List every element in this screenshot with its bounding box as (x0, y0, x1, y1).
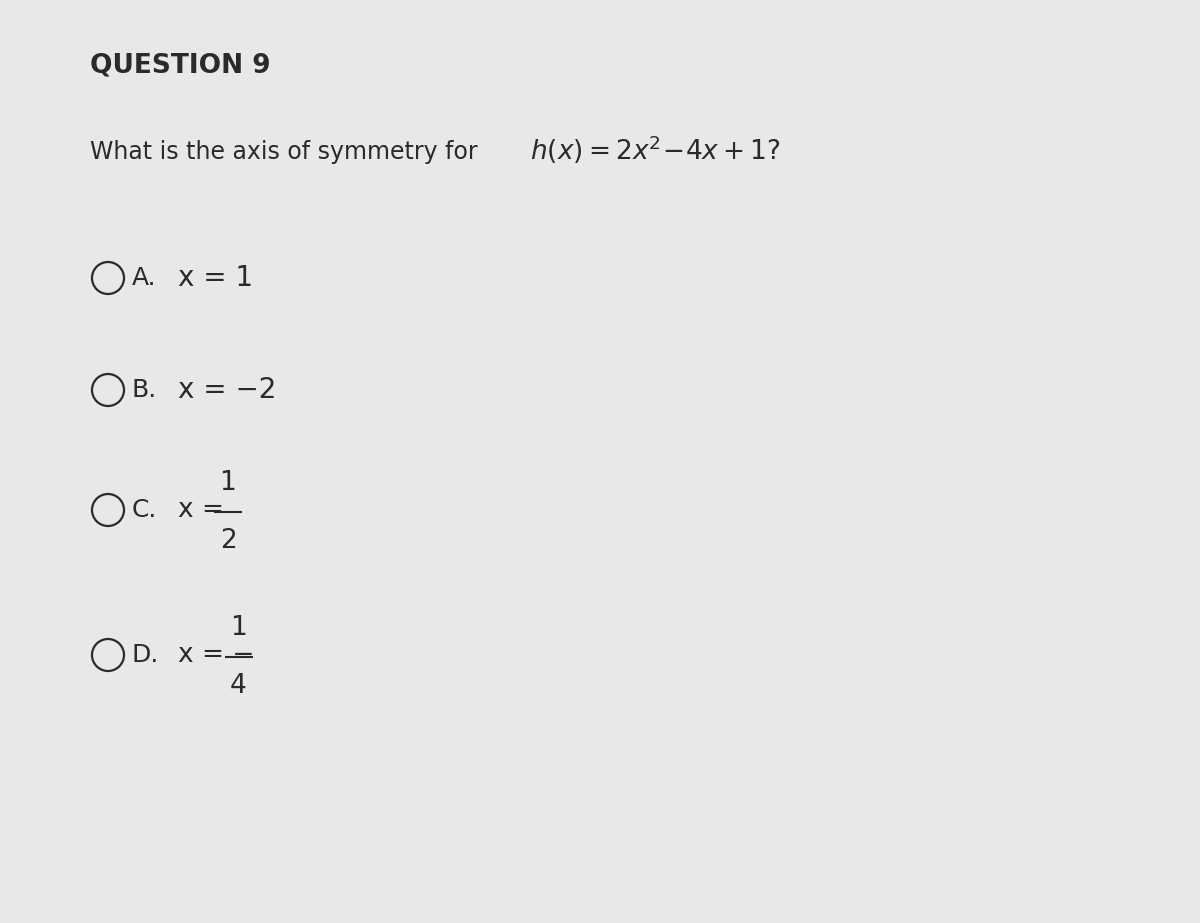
Text: x = 1: x = 1 (178, 264, 253, 292)
Text: 1: 1 (220, 470, 236, 496)
Text: x = −2: x = −2 (178, 376, 276, 404)
Text: A.: A. (132, 266, 157, 290)
Text: What is the axis of symmetry for: What is the axis of symmetry for (90, 140, 485, 164)
Text: C.: C. (132, 498, 157, 522)
Text: $h(x) = 2x^2\!-\!4x+1$?: $h(x) = 2x^2\!-\!4x+1$? (530, 133, 781, 165)
Text: D.: D. (132, 643, 160, 667)
Text: B.: B. (132, 378, 157, 402)
Text: 4: 4 (230, 673, 247, 699)
Text: x =: x = (178, 497, 233, 523)
Text: 2: 2 (220, 528, 236, 554)
Text: 1: 1 (230, 615, 247, 641)
Text: x = −: x = − (178, 642, 254, 668)
Text: QUESTION 9: QUESTION 9 (90, 52, 271, 78)
